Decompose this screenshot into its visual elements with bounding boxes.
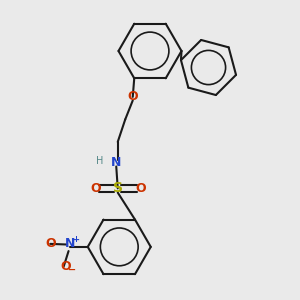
Text: O: O <box>45 237 56 250</box>
Text: −: − <box>68 264 76 274</box>
Text: O: O <box>128 90 138 104</box>
Text: S: S <box>113 182 123 195</box>
Text: N: N <box>64 237 75 250</box>
Text: +: + <box>72 235 79 244</box>
Text: O: O <box>135 182 146 195</box>
Text: O: O <box>90 182 101 195</box>
Text: O: O <box>60 260 70 273</box>
Text: N: N <box>111 156 122 170</box>
Text: H: H <box>96 156 103 167</box>
